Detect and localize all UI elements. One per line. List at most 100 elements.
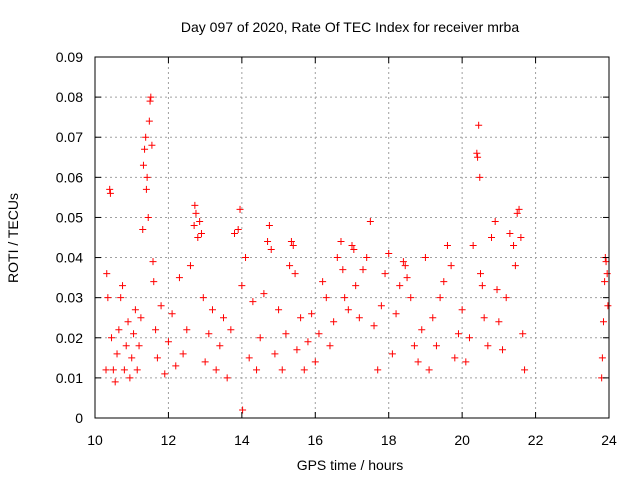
data-point [271, 350, 279, 358]
data-point [601, 278, 609, 286]
x-tick-label: 18 [381, 432, 397, 448]
data-point [297, 314, 305, 322]
data-point [519, 330, 527, 338]
data-point [152, 326, 160, 334]
data-point [137, 314, 145, 322]
data-point [293, 346, 301, 354]
data-point [410, 342, 418, 350]
x-tick-label: 20 [454, 432, 470, 448]
data-point [348, 242, 356, 250]
x-tick-label: 24 [601, 432, 617, 448]
data-point [172, 362, 180, 370]
data-point [403, 274, 411, 282]
data-point [366, 217, 374, 225]
data-point [168, 310, 176, 318]
data-point [141, 145, 149, 153]
data-point [236, 205, 244, 213]
data-point [499, 346, 507, 354]
data-point [418, 326, 426, 334]
data-point [476, 173, 484, 181]
y-axis-label: ROTI / TECUs [5, 193, 21, 283]
data-point [253, 366, 261, 374]
data-point [326, 342, 334, 350]
data-point [374, 366, 382, 374]
data-point [286, 262, 294, 270]
data-point [330, 318, 338, 326]
data-point [149, 258, 157, 266]
data-point [484, 342, 492, 350]
data-point [265, 221, 273, 229]
data-point [474, 153, 482, 161]
data-point [447, 262, 455, 270]
data-point [521, 366, 529, 374]
data-point [506, 229, 514, 237]
x-axis-label: GPS time / hours [297, 457, 404, 473]
data-point [275, 306, 283, 314]
data-point [339, 266, 347, 274]
data-point [117, 294, 125, 302]
data-point [104, 294, 112, 302]
data-point [282, 330, 290, 338]
data-point [436, 294, 444, 302]
data-point [322, 294, 330, 302]
x-tick-label: 16 [307, 432, 323, 448]
data-point [300, 366, 308, 374]
data-point [148, 141, 156, 149]
data-point [363, 254, 371, 262]
data-point [102, 366, 110, 374]
data-point [146, 97, 154, 105]
data-point [304, 338, 312, 346]
data-point [142, 133, 150, 141]
data-point [142, 185, 150, 193]
data-point [465, 334, 473, 342]
data-point [429, 314, 437, 322]
data-point [264, 238, 272, 246]
data-point [308, 310, 316, 318]
data-point [131, 306, 139, 314]
data-point [355, 314, 363, 322]
data-point [212, 366, 220, 374]
data-point [385, 250, 393, 258]
data-point [603, 270, 611, 278]
data-point [337, 238, 345, 246]
data-point [510, 242, 518, 250]
data-point [191, 201, 199, 209]
y-tick-label: 0.05 [56, 209, 83, 225]
data-point [179, 350, 187, 358]
data-point [377, 302, 385, 310]
y-tick-label: 0.09 [56, 49, 83, 65]
data-point [598, 354, 606, 362]
data-point [135, 342, 143, 350]
y-tick-label: 0 [75, 410, 83, 426]
data-point [396, 282, 404, 290]
data-point [223, 374, 231, 382]
data-point [477, 270, 484, 278]
data-point [130, 330, 138, 338]
data-point [350, 246, 358, 254]
data-point [157, 302, 165, 310]
data-point [111, 378, 119, 386]
data-point [139, 225, 147, 233]
x-tick-label: 22 [528, 432, 544, 448]
data-point [517, 234, 525, 241]
data-point [333, 254, 341, 262]
data-point [604, 302, 612, 310]
data-point [231, 229, 239, 237]
data-point [106, 189, 114, 197]
data-point [147, 93, 155, 101]
data-point [502, 294, 510, 302]
data-point [401, 262, 409, 270]
data-point [344, 306, 352, 314]
data-point [227, 326, 235, 334]
data-point [192, 209, 200, 217]
data-point [432, 342, 440, 350]
data-point [124, 318, 132, 326]
data-point [495, 318, 503, 326]
data-point [186, 262, 194, 270]
data-point [291, 270, 299, 278]
data-point [115, 326, 123, 334]
data-point [249, 298, 257, 306]
y-tick-label: 0.04 [56, 250, 83, 266]
data-point [392, 310, 400, 318]
y-tick-label: 0.02 [56, 330, 83, 346]
